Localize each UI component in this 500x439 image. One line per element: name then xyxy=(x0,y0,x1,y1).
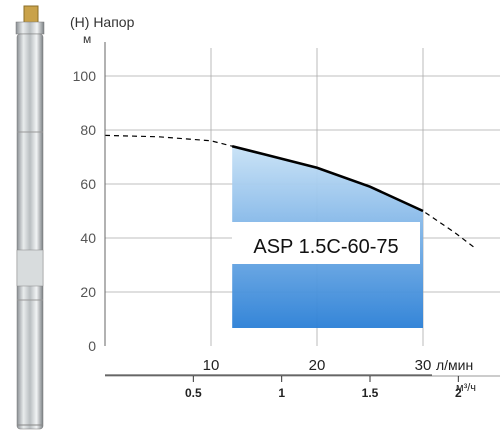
curve-solid xyxy=(231,144,424,213)
x-tick-label-secondary: 0.5 xyxy=(185,386,202,400)
x-tick-label-secondary: 2 xyxy=(455,386,462,400)
x-tick-label-primary: 10 xyxy=(203,357,220,374)
y-tick-label: 40 xyxy=(80,230,96,246)
y-axis-unit: м xyxy=(83,32,92,46)
y-tick-label: 20 xyxy=(80,284,96,300)
y-tick-label: 100 xyxy=(73,68,97,84)
x-tick-label-primary: 30 xyxy=(415,357,432,374)
curves xyxy=(104,134,477,250)
y-tick-label: 60 xyxy=(80,176,96,192)
tick-labels: 0 20 40 60 80 100 10 20 30 0.5 1 1.5 2 xyxy=(73,68,462,400)
x-axis-unit-primary: л/мин xyxy=(436,357,474,373)
x-tick-label-primary: 20 xyxy=(309,357,326,374)
x-axis-unit-secondary: м³/ч xyxy=(456,382,477,394)
chart-title: (H) Напор xyxy=(70,14,135,30)
x-tick-label-secondary: 1 xyxy=(278,386,285,400)
pump-photo xyxy=(15,5,45,430)
model-label-box xyxy=(232,222,420,264)
model-label: ASP 1.5C-60-75 xyxy=(253,236,399,258)
operating-range-area xyxy=(232,146,423,328)
axes xyxy=(104,42,500,377)
y-tick-label: 80 xyxy=(80,122,96,138)
y-tick-label: 0 xyxy=(88,338,96,354)
x-tick-label-secondary: 1.5 xyxy=(362,386,379,400)
